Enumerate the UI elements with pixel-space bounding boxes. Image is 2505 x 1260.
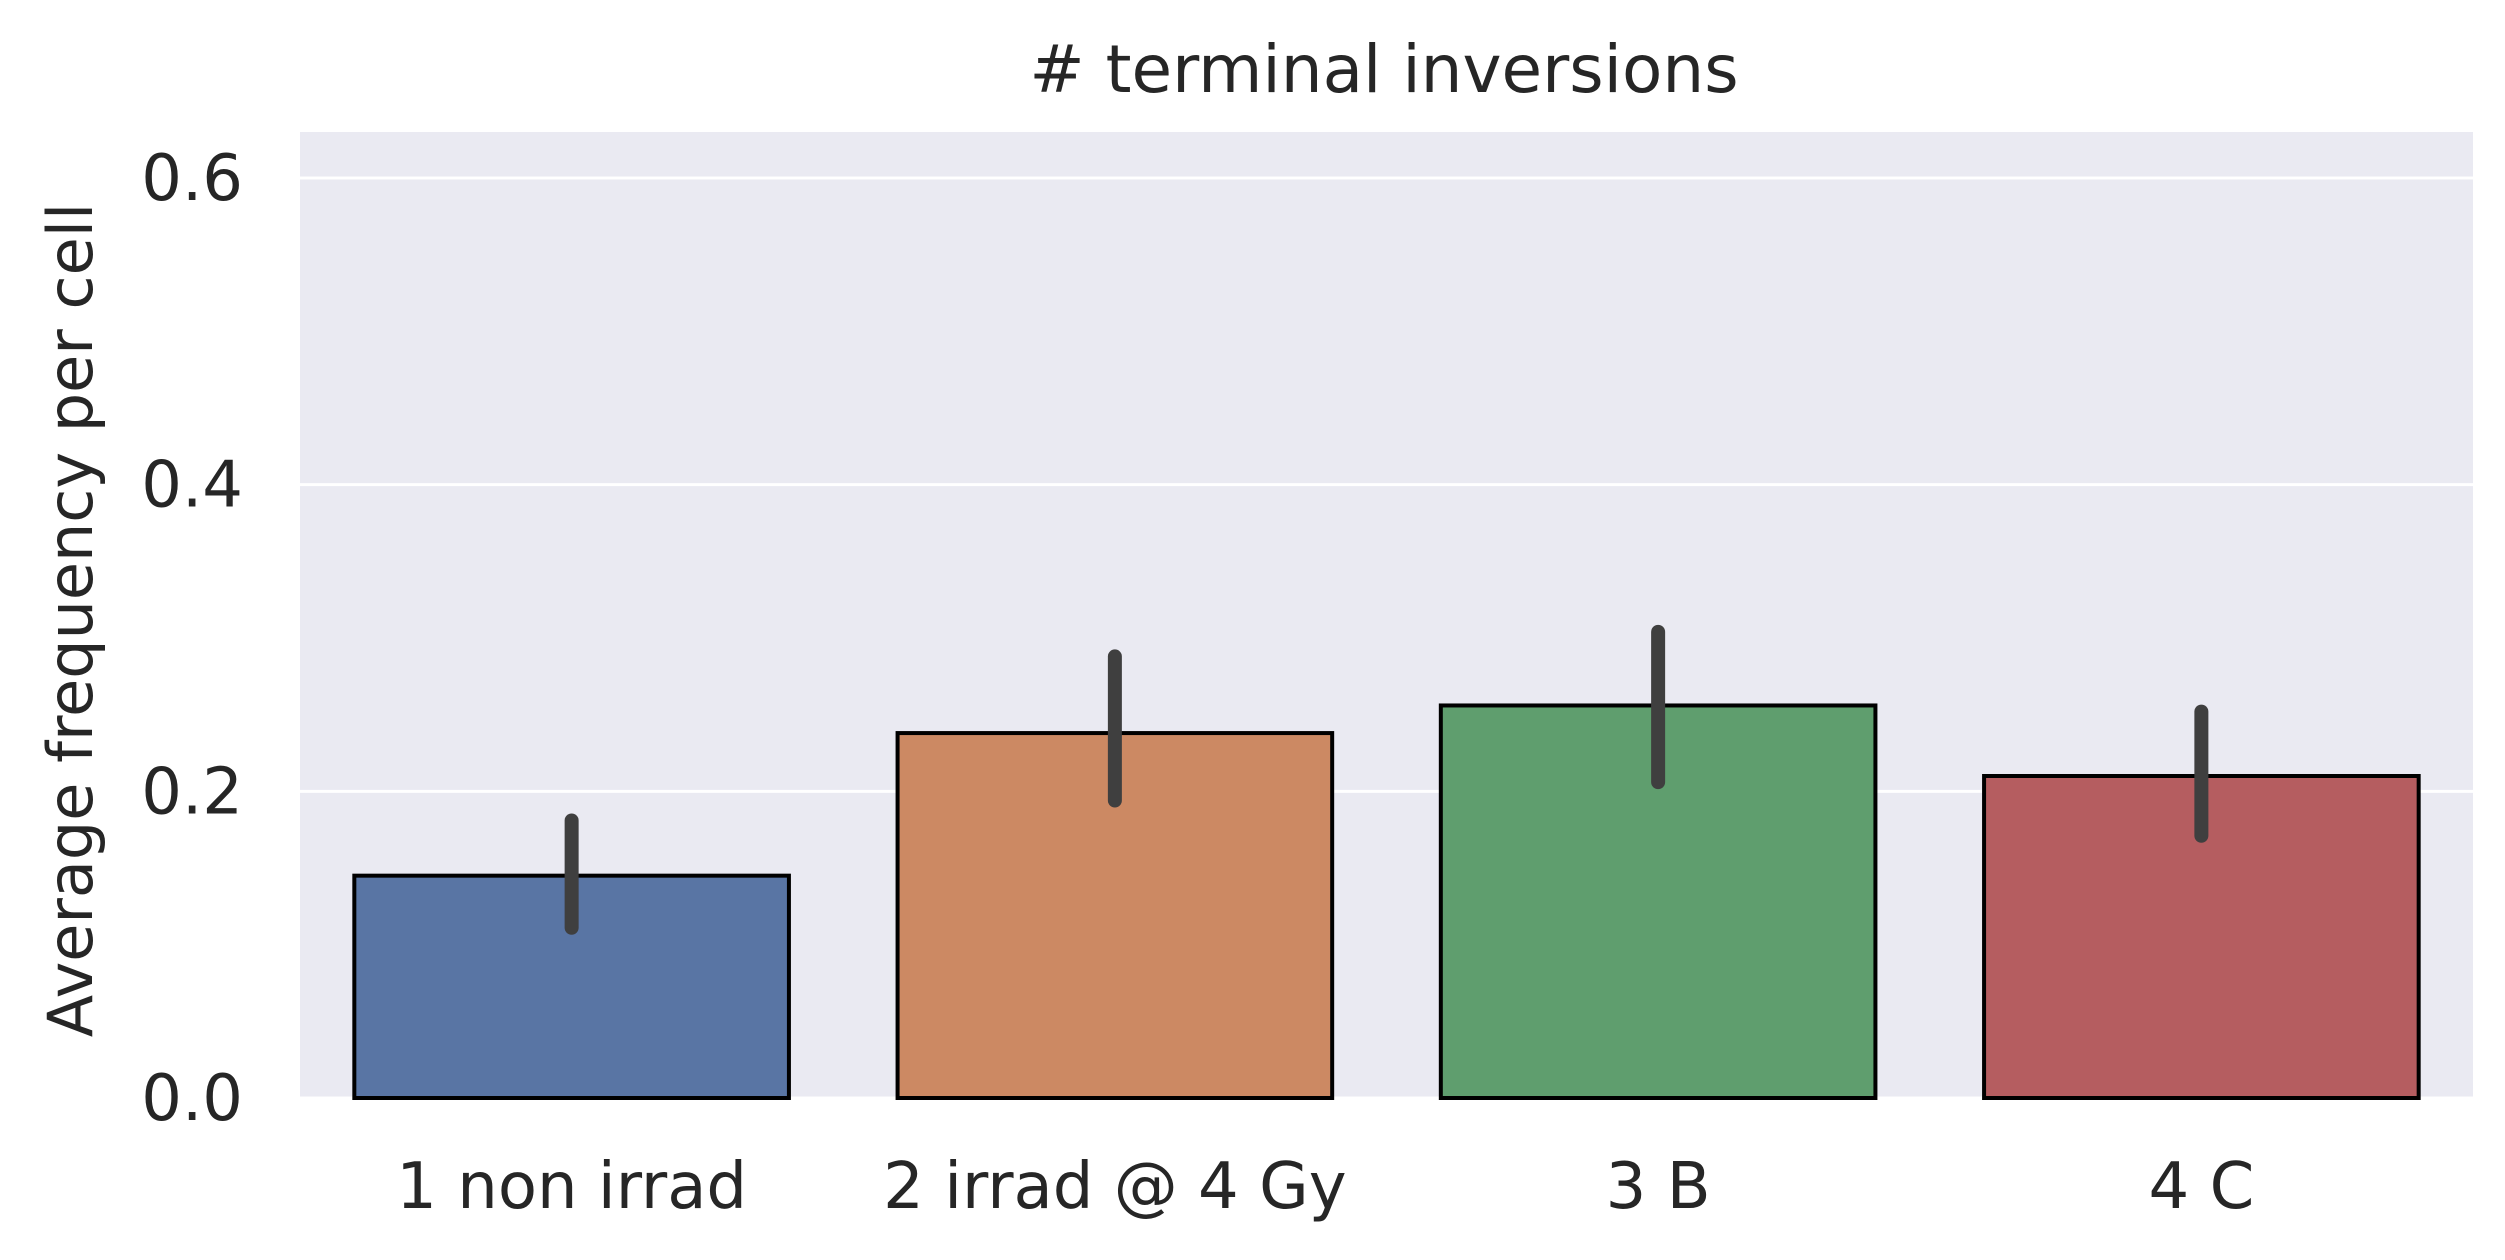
x-tick-label: 4 C <box>2149 1150 2255 1224</box>
y-tick-label: 0.2 <box>141 755 243 829</box>
chart-title: # terminal inversions <box>1029 31 1738 108</box>
x-tick-label: 2 irrad @ 4 Gy <box>883 1150 1346 1224</box>
y-tick-label: 0.4 <box>141 449 243 523</box>
y-tick-label: 0.6 <box>141 142 243 216</box>
error-bars <box>564 624 2209 935</box>
x-tick-labels: 1 non irrad 2 irrad @ 4 Gy 3 B 4 C <box>396 1150 2254 1224</box>
x-tick-label: 1 non irrad <box>396 1150 747 1224</box>
y-tick-labels: 0.0 0.2 0.4 0.6 <box>141 142 243 1136</box>
y-tick-label: 0.0 <box>141 1062 243 1136</box>
y-axis-label: Average frequency per cell <box>34 203 107 1037</box>
x-tick-label: 3 B <box>1606 1150 1711 1224</box>
